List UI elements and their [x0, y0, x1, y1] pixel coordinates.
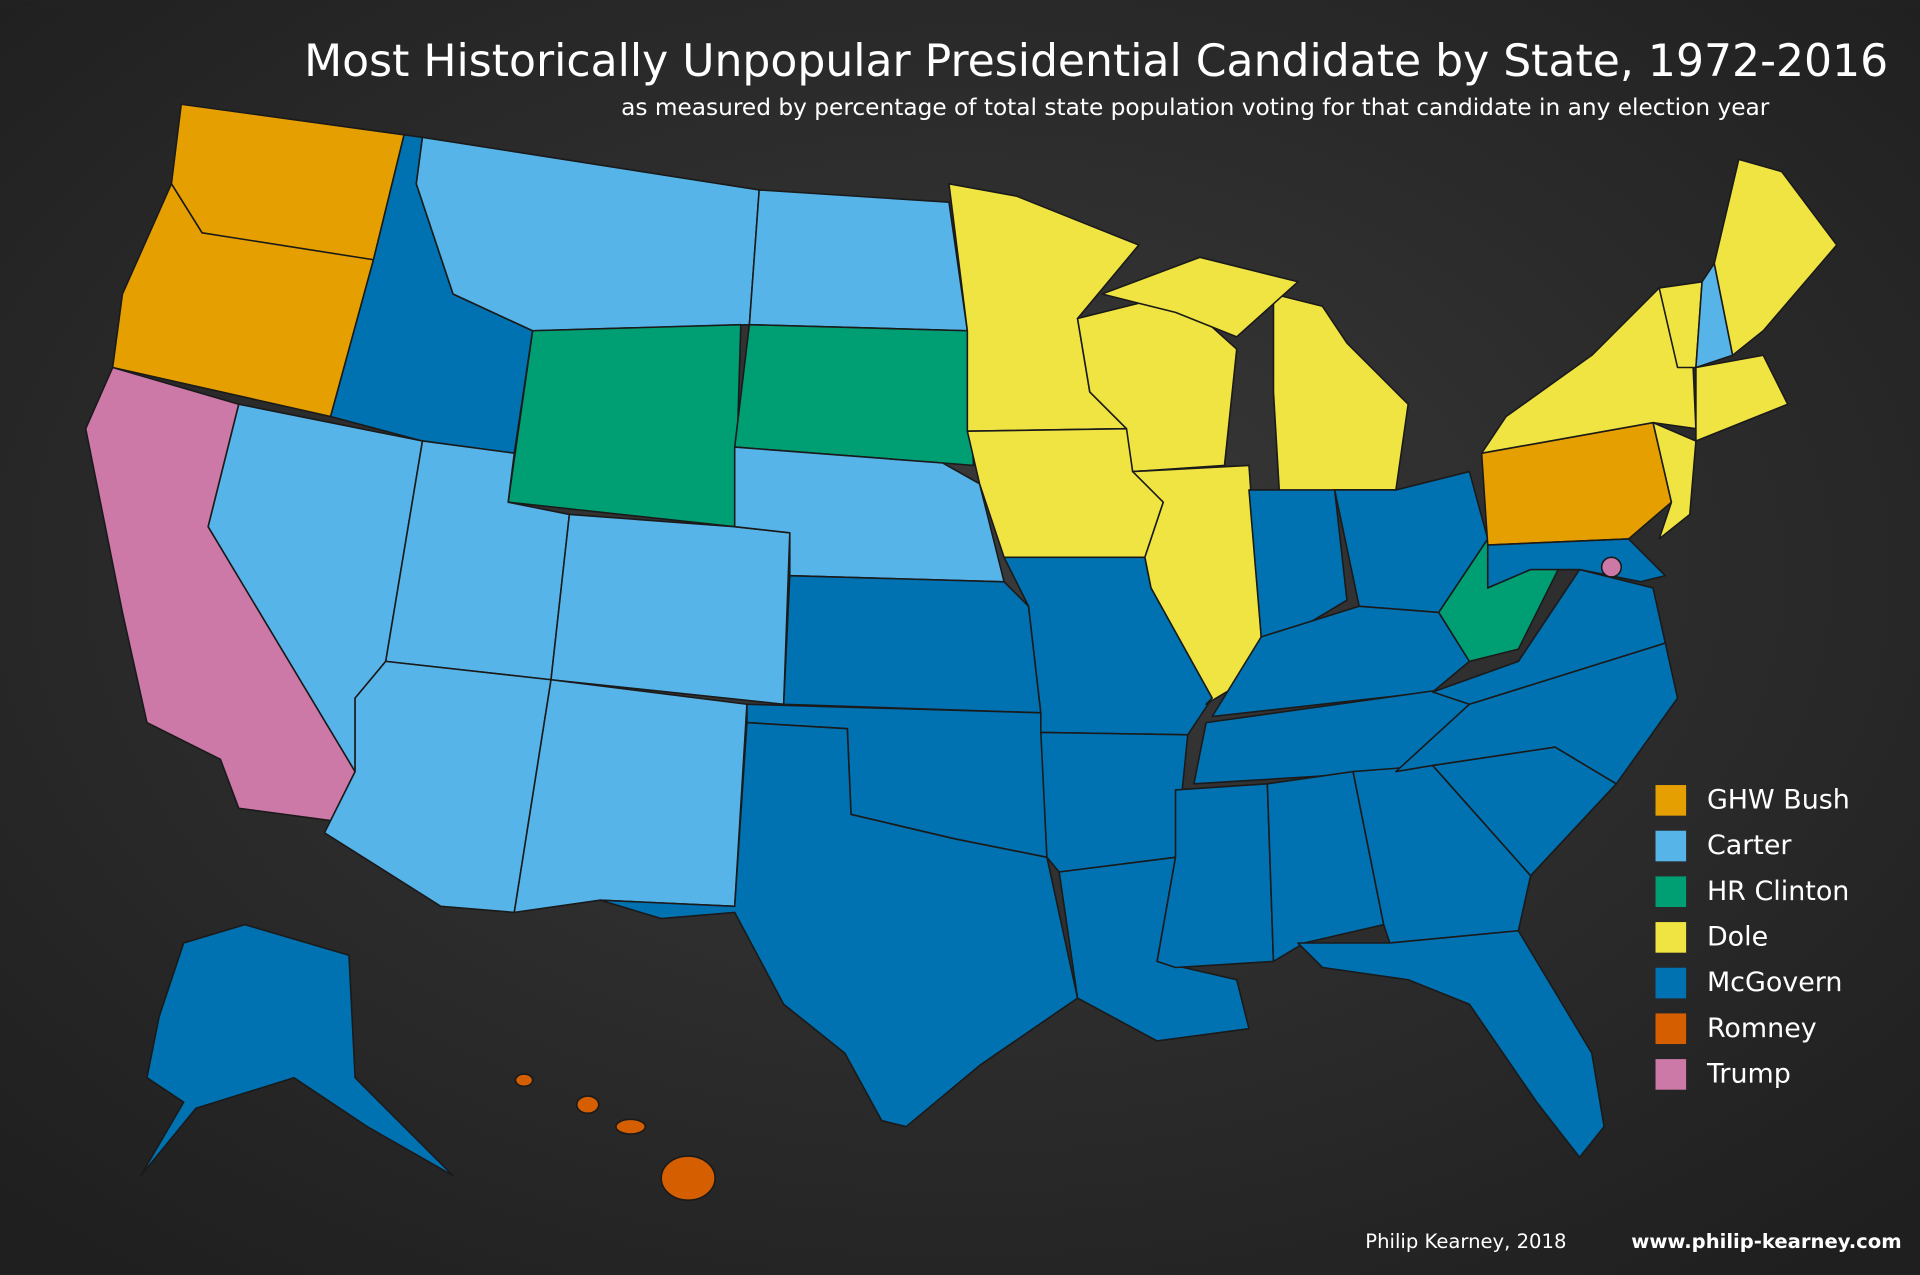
state-nm: [513, 678, 748, 914]
website: www.philip-kearney.com: [1631, 1230, 1901, 1253]
credit: Philip Kearney, 2018: [1365, 1230, 1566, 1253]
state-ak: [140, 923, 454, 1177]
state-al: [1266, 770, 1385, 963]
legend: GHW Bush Carter HR Clinton Dole McGovern Romn…: [1655, 784, 1850, 1090]
legend-swatch: [1655, 1059, 1687, 1090]
state-mi-up: [1101, 256, 1299, 338]
states: [84, 103, 1838, 1201]
legend-swatch: [1655, 922, 1687, 953]
legend-label: McGovern: [1707, 967, 1843, 998]
state-co: [550, 513, 791, 706]
state-ma-ct-ri: [1695, 354, 1789, 442]
state-ks: [782, 574, 1042, 714]
legend-label: GHW Bush: [1707, 784, 1850, 815]
legend-swatch: [1655, 967, 1687, 999]
subtitle: as measured by percentage of total state…: [621, 94, 1770, 121]
state-ar: [1040, 731, 1189, 873]
state-fl: [1297, 929, 1605, 1159]
legend-swatch: [1655, 830, 1687, 862]
legend-label: Trump: [1706, 1059, 1791, 1090]
state-hi: [615, 1118, 647, 1135]
legend-label: Romney: [1707, 1013, 1817, 1044]
legend-label: Carter: [1707, 830, 1792, 861]
legend-label: Dole: [1707, 921, 1768, 952]
state-dc: [1600, 556, 1623, 578]
legend-swatch: [1655, 1013, 1687, 1045]
state-hi: [575, 1095, 600, 1115]
legend-swatch: [1655, 785, 1687, 816]
title: Most Historically Unpopular Presidential…: [304, 36, 1888, 87]
state-nj: [1652, 421, 1697, 540]
state-me: [1713, 158, 1838, 357]
state-nd: [748, 189, 969, 332]
state-sd: [733, 323, 975, 467]
state-hi: [660, 1155, 716, 1201]
state-wy: [507, 323, 742, 528]
legend-label: HR Clinton: [1707, 876, 1849, 907]
state-tx: [599, 721, 1079, 1128]
state-va: [1431, 568, 1667, 706]
legend-swatch: [1655, 876, 1687, 908]
state-hi: [514, 1073, 534, 1088]
